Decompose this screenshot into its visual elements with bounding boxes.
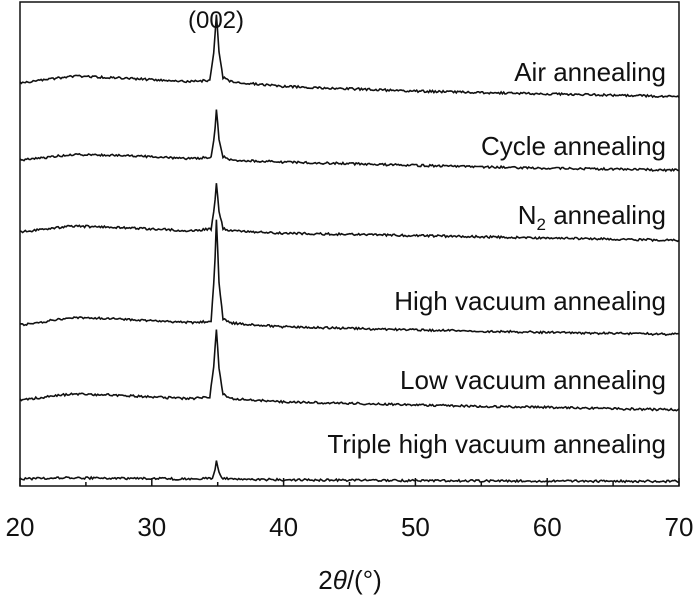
trace-4 [19,219,679,337]
x-axis-label-prefix: 2 [318,565,332,595]
series-label-1: Air annealing [514,57,666,87]
x-tick-label-70: 70 [665,512,694,542]
series-label-3: N2 annealing [518,200,666,234]
x-tick-label-30: 30 [137,512,166,542]
trace-2 [19,109,680,173]
series-label-4: High vacuum annealing [394,286,666,316]
trace-5 [19,329,680,412]
x-tick-label-50: 50 [401,512,430,542]
x-tick-label-20: 20 [6,512,35,542]
trace-1 [19,14,680,99]
x-axis-label: 2θ/(°) [318,565,382,595]
x-axis-label-suffix: /(°) [347,565,382,595]
trace-6 [19,460,680,484]
x-tick-label-60: 60 [533,512,562,542]
series-label-6: Triple high vacuum annealing [327,429,666,459]
peak-annotation: (002) [188,7,244,34]
x-tick-label-40: 40 [269,512,298,542]
xrd-traces [19,14,680,484]
series-labels: Air annealing Cycle annealing N2 annealing… [327,57,666,459]
x-axis-label-theta: θ [333,565,347,595]
x-axis-ticks: 20 30 40 50 60 70 [6,478,694,542]
series-label-2: Cycle annealing [481,131,666,161]
trace-3 [19,183,680,243]
series-label-5: Low vacuum annealing [400,365,666,395]
